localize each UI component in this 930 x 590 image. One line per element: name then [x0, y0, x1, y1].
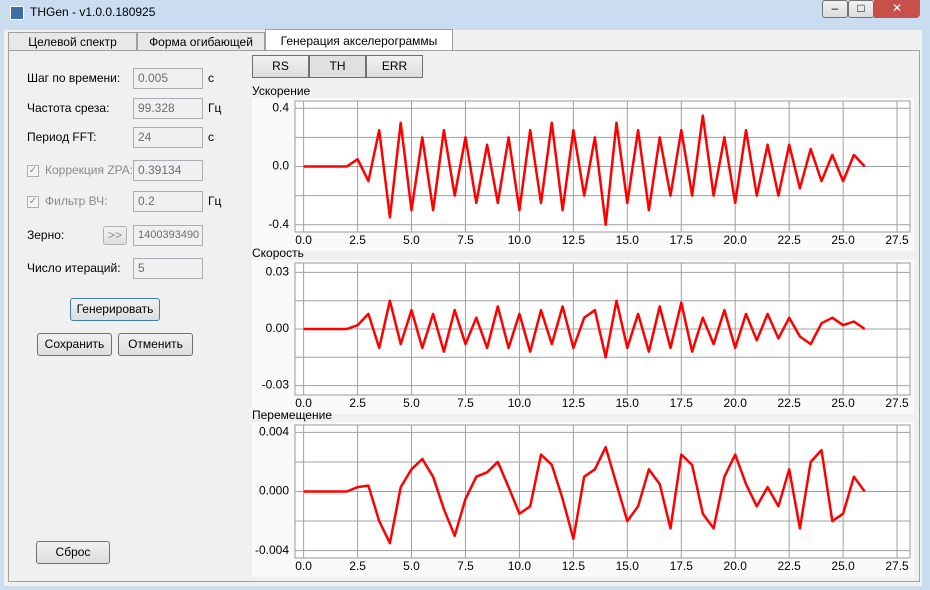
x-tick-label: 15.0 — [616, 233, 640, 247]
x-tick-label: 17.5 — [670, 559, 694, 573]
reset-button[interactable]: Сброс — [36, 541, 110, 564]
x-tick-label: 15.0 — [616, 559, 640, 573]
input[interactable]: 0.39134 — [133, 160, 203, 181]
y-tick-label: 0.004 — [259, 425, 289, 439]
x-tick-label: 0.0 — [295, 396, 312, 410]
x-tick-label: 17.5 — [670, 233, 694, 247]
input[interactable]: 24 — [133, 127, 203, 148]
x-tick-label: 27.5 — [885, 396, 909, 410]
x-tick-label: 2.5 — [349, 396, 366, 410]
minimize-button[interactable]: – — [822, 0, 848, 18]
app-icon — [10, 6, 24, 20]
y-tick-label: -0.03 — [262, 378, 290, 392]
y-tick-label: -0.004 — [255, 543, 289, 557]
x-tick-label: 22.5 — [777, 559, 801, 573]
data-line — [303, 445, 866, 545]
x-tick-label: 12.5 — [562, 233, 586, 247]
x-tick-label: 10.0 — [508, 396, 532, 410]
x-tick-label: 0.0 — [295, 559, 312, 573]
x-tick-label: 7.5 — [457, 559, 474, 573]
y-tick-label: -0.4 — [268, 217, 289, 231]
generate-button[interactable]: Генерировать — [70, 298, 160, 321]
x-tick-label: 25.0 — [831, 233, 855, 247]
maximize-button[interactable]: □ — [848, 0, 874, 18]
x-tick-label: 12.5 — [562, 396, 586, 410]
field-label: Коррекция ZPA: — [45, 163, 134, 177]
x-tick-label: 25.0 — [831, 559, 855, 573]
x-tick-label: 7.5 — [457, 396, 474, 410]
cancel-button[interactable]: Отменить — [118, 333, 193, 356]
checkbox[interactable]: ✓ — [27, 196, 39, 208]
seed-button[interactable]: >> — [103, 226, 127, 245]
y-tick-label: 0.00 — [266, 321, 290, 335]
x-tick-label: 15.0 — [616, 396, 640, 410]
field-label: Период FFT: — [27, 130, 97, 144]
tab[interactable]: Форма огибающей — [137, 32, 265, 50]
x-tick-label: 0.0 — [295, 233, 312, 247]
field-label: Зерно: — [27, 228, 65, 242]
field-label: Фильтр ВЧ: — [45, 194, 108, 208]
tab[interactable]: Целевой спектр — [8, 32, 137, 50]
checkbox[interactable]: ✓ — [27, 165, 39, 177]
x-tick-label: 10.0 — [508, 233, 532, 247]
x-tick-label: 20.0 — [724, 559, 748, 573]
tab-active[interactable]: Генерация акселерограммы — [265, 29, 453, 51]
x-tick-label: 5.0 — [403, 233, 420, 247]
x-tick-label: 2.5 — [349, 559, 366, 573]
x-tick-label: 5.0 — [403, 559, 420, 573]
x-tick-label: 27.5 — [885, 559, 909, 573]
y-tick-label: 0.03 — [266, 265, 290, 279]
input[interactable]: 0.005 — [133, 68, 203, 89]
data-line — [303, 299, 866, 359]
input[interactable]: 5 — [133, 258, 203, 279]
x-tick-label: 7.5 — [457, 233, 474, 247]
x-tick-label: 2.5 — [349, 233, 366, 247]
save-button[interactable]: Сохранить — [37, 333, 112, 356]
x-tick-label: 20.0 — [724, 233, 748, 247]
field-label: Число итераций: — [27, 261, 121, 275]
y-tick-label: 0.0 — [272, 159, 289, 173]
input[interactable]: 1400393490 — [133, 225, 203, 246]
data-line — [303, 114, 866, 226]
input[interactable]: 0.2 — [133, 191, 203, 212]
unit: Гц — [208, 101, 222, 115]
input[interactable]: 99.328 — [133, 98, 203, 119]
tab-panel — [8, 50, 920, 582]
x-tick-label: 5.0 — [403, 396, 420, 410]
unit: с — [208, 130, 214, 144]
view-button[interactable]: RS — [252, 55, 309, 78]
field-label: Шаг по времени: — [27, 71, 121, 85]
field-label: Частота среза: — [27, 101, 110, 115]
x-tick-label: 22.5 — [777, 396, 801, 410]
x-tick-label: 12.5 — [562, 559, 586, 573]
y-tick-label: 0.4 — [272, 100, 289, 114]
chart-title: Ускорение — [252, 84, 311, 98]
x-tick-label: 10.0 — [508, 559, 532, 573]
x-tick-label: 22.5 — [777, 233, 801, 247]
chart-title: Скорость — [252, 246, 304, 260]
unit: с — [208, 71, 214, 85]
window-title: THGen - v1.0.0.180925 — [30, 5, 156, 19]
close-button[interactable]: ✕ — [874, 0, 920, 18]
chart-title: Перемещение — [252, 408, 332, 422]
view-button[interactable]: ERR — [366, 55, 423, 78]
view-button[interactable]: TH — [309, 55, 366, 78]
y-tick-label: 0.000 — [259, 484, 289, 498]
x-tick-label: 27.5 — [885, 233, 909, 247]
unit: Гц — [208, 194, 222, 208]
x-tick-label: 25.0 — [831, 396, 855, 410]
x-tick-label: 20.0 — [724, 396, 748, 410]
x-tick-label: 17.5 — [670, 396, 694, 410]
